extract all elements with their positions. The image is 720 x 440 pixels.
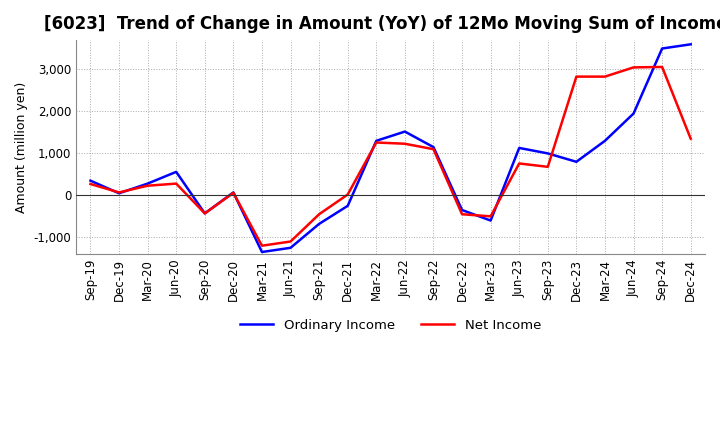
Ordinary Income <box>429 144 438 150</box>
Ordinary Income <box>86 178 95 183</box>
Net Income <box>486 214 495 219</box>
Ordinary Income <box>258 249 266 255</box>
Ordinary Income <box>287 245 295 250</box>
Net Income <box>515 161 523 166</box>
Net Income <box>258 243 266 248</box>
Ordinary Income <box>544 151 552 156</box>
Ordinary Income <box>515 145 523 150</box>
Net Income <box>686 136 695 141</box>
Ordinary Income <box>200 211 209 216</box>
Ordinary Income <box>600 138 609 143</box>
Line: Ordinary Income: Ordinary Income <box>91 44 690 252</box>
Net Income <box>572 74 581 79</box>
Ordinary Income <box>143 181 152 186</box>
Ordinary Income <box>686 42 695 47</box>
Ordinary Income <box>658 46 667 51</box>
Ordinary Income <box>229 190 238 195</box>
Y-axis label: Amount (million yen): Amount (million yen) <box>15 81 28 213</box>
Ordinary Income <box>172 169 181 175</box>
Net Income <box>172 181 181 186</box>
Net Income <box>287 239 295 244</box>
Ordinary Income <box>315 221 323 227</box>
Ordinary Income <box>343 203 352 209</box>
Net Income <box>544 164 552 169</box>
Net Income <box>343 192 352 197</box>
Legend: Ordinary Income, Net Income: Ordinary Income, Net Income <box>235 314 546 337</box>
Ordinary Income <box>629 111 638 116</box>
Ordinary Income <box>114 191 123 196</box>
Net Income <box>229 190 238 195</box>
Net Income <box>114 190 123 195</box>
Net Income <box>600 74 609 79</box>
Net Income <box>86 181 95 187</box>
Ordinary Income <box>400 129 409 134</box>
Net Income <box>143 183 152 188</box>
Line: Net Income: Net Income <box>91 67 690 246</box>
Net Income <box>400 141 409 147</box>
Ordinary Income <box>458 207 467 213</box>
Net Income <box>629 65 638 70</box>
Title: [6023]  Trend of Change in Amount (YoY) of 12Mo Moving Sum of Incomes: [6023] Trend of Change in Amount (YoY) o… <box>44 15 720 33</box>
Net Income <box>458 212 467 217</box>
Net Income <box>315 212 323 217</box>
Ordinary Income <box>372 138 381 143</box>
Ordinary Income <box>572 159 581 165</box>
Net Income <box>200 211 209 216</box>
Ordinary Income <box>486 218 495 223</box>
Net Income <box>429 147 438 152</box>
Net Income <box>658 64 667 70</box>
Net Income <box>372 140 381 145</box>
